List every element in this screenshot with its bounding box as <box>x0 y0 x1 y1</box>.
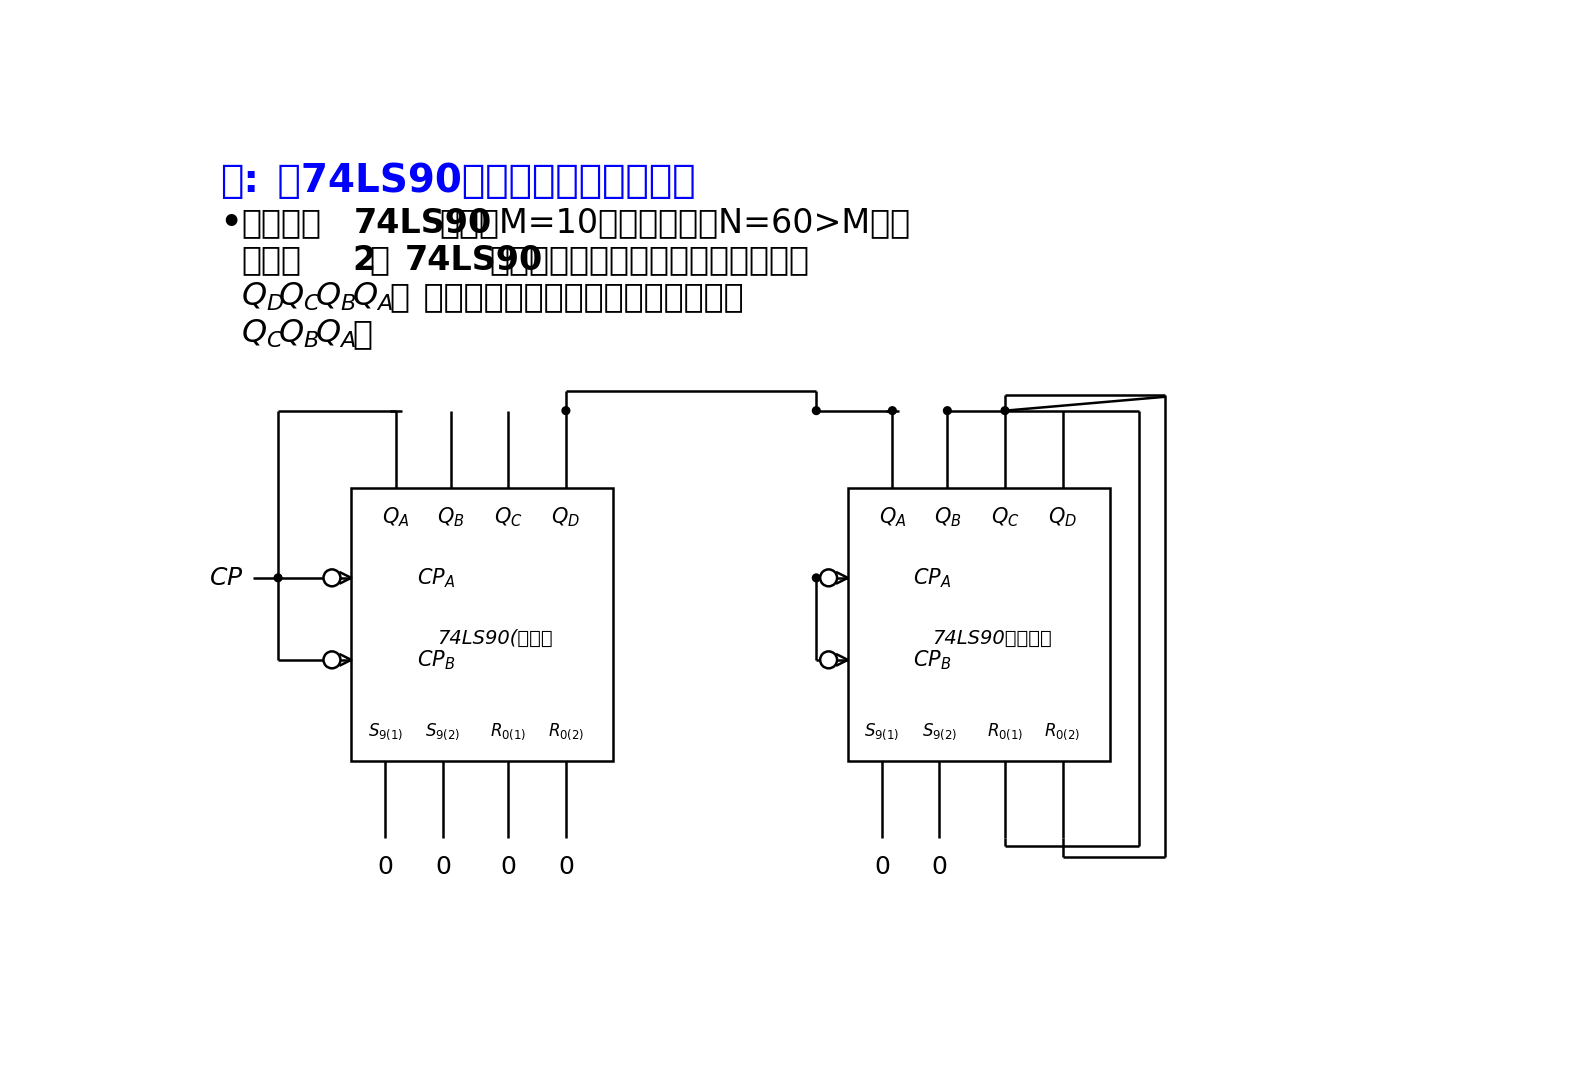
Text: $Q_D$: $Q_D$ <box>241 281 284 313</box>
Text: $S_{9(1)}$: $S_{9(1)}$ <box>367 721 404 742</box>
Text: 0: 0 <box>558 855 574 879</box>
Text: 用74LS90组成六十进制计数器。: 用74LS90组成六十进制计数器。 <box>265 162 695 200</box>
Text: $CP_B$: $CP_B$ <box>913 648 951 672</box>
Text: $Q_A$: $Q_A$ <box>878 505 907 529</box>
Text: 片: 片 <box>369 244 390 276</box>
Circle shape <box>812 573 820 582</box>
Circle shape <box>888 407 896 415</box>
Circle shape <box>274 573 282 582</box>
Text: 74LS90: 74LS90 <box>404 244 542 276</box>
Text: $S_{9(2)}$: $S_{9(2)}$ <box>426 721 460 742</box>
Text: $S_{9(2)}$: $S_{9(2)}$ <box>923 721 957 742</box>
Text: 0: 0 <box>377 855 393 879</box>
Text: 以要用: 以要用 <box>241 244 301 276</box>
Text: 74LS90: 74LS90 <box>353 206 492 240</box>
Text: $CP_A$: $CP_A$ <box>416 566 454 590</box>
Text: 74LS90(个位）: 74LS90(个位） <box>437 629 554 648</box>
Text: 。一片接成十进制（个位），输出为: 。一片接成十进制（个位），输出为 <box>489 244 809 276</box>
Text: $Q_B$: $Q_B$ <box>278 318 319 350</box>
Bar <box>352 488 613 761</box>
Text: $Q_C$: $Q_C$ <box>494 505 522 529</box>
Text: 74LS90（十位）: 74LS90（十位） <box>932 629 1052 648</box>
Text: $Q_B$: $Q_B$ <box>934 505 960 529</box>
Text: $CP$: $CP$ <box>208 566 243 590</box>
Circle shape <box>323 651 341 669</box>
Circle shape <box>323 569 341 586</box>
Text: $S_{9(1)}$: $S_{9(1)}$ <box>864 721 899 742</box>
Text: 。: 。 <box>352 318 372 351</box>
Text: $CP_B$: $CP_B$ <box>416 648 456 672</box>
Text: $R_{0(1)}$: $R_{0(1)}$ <box>490 721 527 742</box>
Circle shape <box>561 407 569 415</box>
Circle shape <box>1001 407 1009 415</box>
Text: $R_{0(2)}$: $R_{0(2)}$ <box>1044 721 1080 742</box>
Text: ，: ， <box>390 281 408 313</box>
Circle shape <box>820 651 837 669</box>
Text: 另一片接成六进制（十位），输出为: 另一片接成六进制（十位），输出为 <box>413 281 743 313</box>
Text: $Q_A$: $Q_A$ <box>315 318 356 350</box>
Text: $Q_B$: $Q_B$ <box>437 505 465 529</box>
Text: •: • <box>221 206 241 240</box>
Bar <box>848 488 1110 761</box>
Text: $Q_A$: $Q_A$ <box>352 281 393 313</box>
Text: 0: 0 <box>500 855 516 879</box>
Text: $CP_A$: $CP_A$ <box>913 566 951 590</box>
Text: $Q_A$: $Q_A$ <box>382 505 410 529</box>
Text: 解：由于: 解：由于 <box>241 206 322 240</box>
Circle shape <box>820 569 837 586</box>
Text: 0: 0 <box>874 855 889 879</box>
Text: $Q_C$: $Q_C$ <box>990 505 1019 529</box>
Text: 最大的M=10，而实际要求N=60>M，所: 最大的M=10，而实际要求N=60>M，所 <box>440 206 912 240</box>
Text: 0: 0 <box>932 855 948 879</box>
Circle shape <box>943 407 951 415</box>
Text: $Q_D$: $Q_D$ <box>552 505 580 529</box>
Text: $Q_C$: $Q_C$ <box>278 281 320 313</box>
Text: 例:: 例: <box>221 162 259 200</box>
Text: $Q_B$: $Q_B$ <box>315 281 356 313</box>
Text: $R_{0(1)}$: $R_{0(1)}$ <box>987 721 1023 742</box>
Text: $Q_D$: $Q_D$ <box>1049 505 1077 529</box>
Text: 2: 2 <box>353 244 375 276</box>
Text: 0: 0 <box>435 855 451 879</box>
Text: $R_{0(2)}$: $R_{0(2)}$ <box>547 721 583 742</box>
Text: $Q_C$: $Q_C$ <box>241 318 284 350</box>
Circle shape <box>812 407 820 415</box>
